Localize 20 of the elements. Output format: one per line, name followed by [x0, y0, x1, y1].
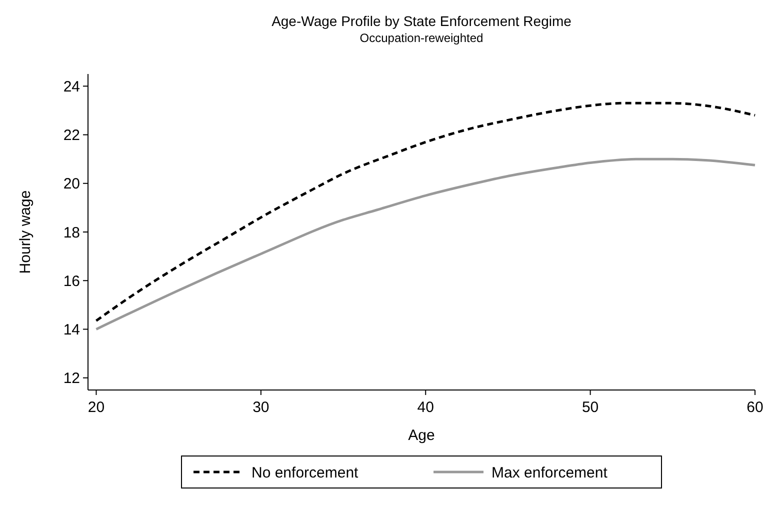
y-tick-label: 24 — [63, 78, 80, 96]
x-tick-label: 40 — [417, 399, 434, 416]
line-series — [94, 102, 756, 322]
line-series — [94, 158, 756, 330]
x-tick-label: 30 — [252, 399, 270, 416]
chart-subtitle: Occupation-reweighted — [360, 31, 484, 45]
x-tick-label: 50 — [582, 399, 599, 416]
y-tick-label: 14 — [63, 321, 80, 338]
x-tick-label: 20 — [88, 399, 105, 416]
chart-title: Age-Wage Profile by State Enforcement Regime — [272, 13, 572, 29]
y-tick-label: 22 — [63, 127, 80, 144]
legend-label: No enforcement — [252, 464, 360, 482]
x-axis-title: Age — [408, 427, 435, 444]
y-tick-label: 16 — [63, 272, 80, 290]
y-tick-label: 18 — [63, 224, 80, 242]
x-tick-label: 60 — [746, 399, 764, 416]
y-axis-title: Hourly wage — [17, 190, 34, 274]
legend-label: Max enforcement — [492, 464, 608, 482]
y-tick-label: 12 — [63, 370, 80, 388]
y-tick-label: 20 — [63, 176, 80, 193]
